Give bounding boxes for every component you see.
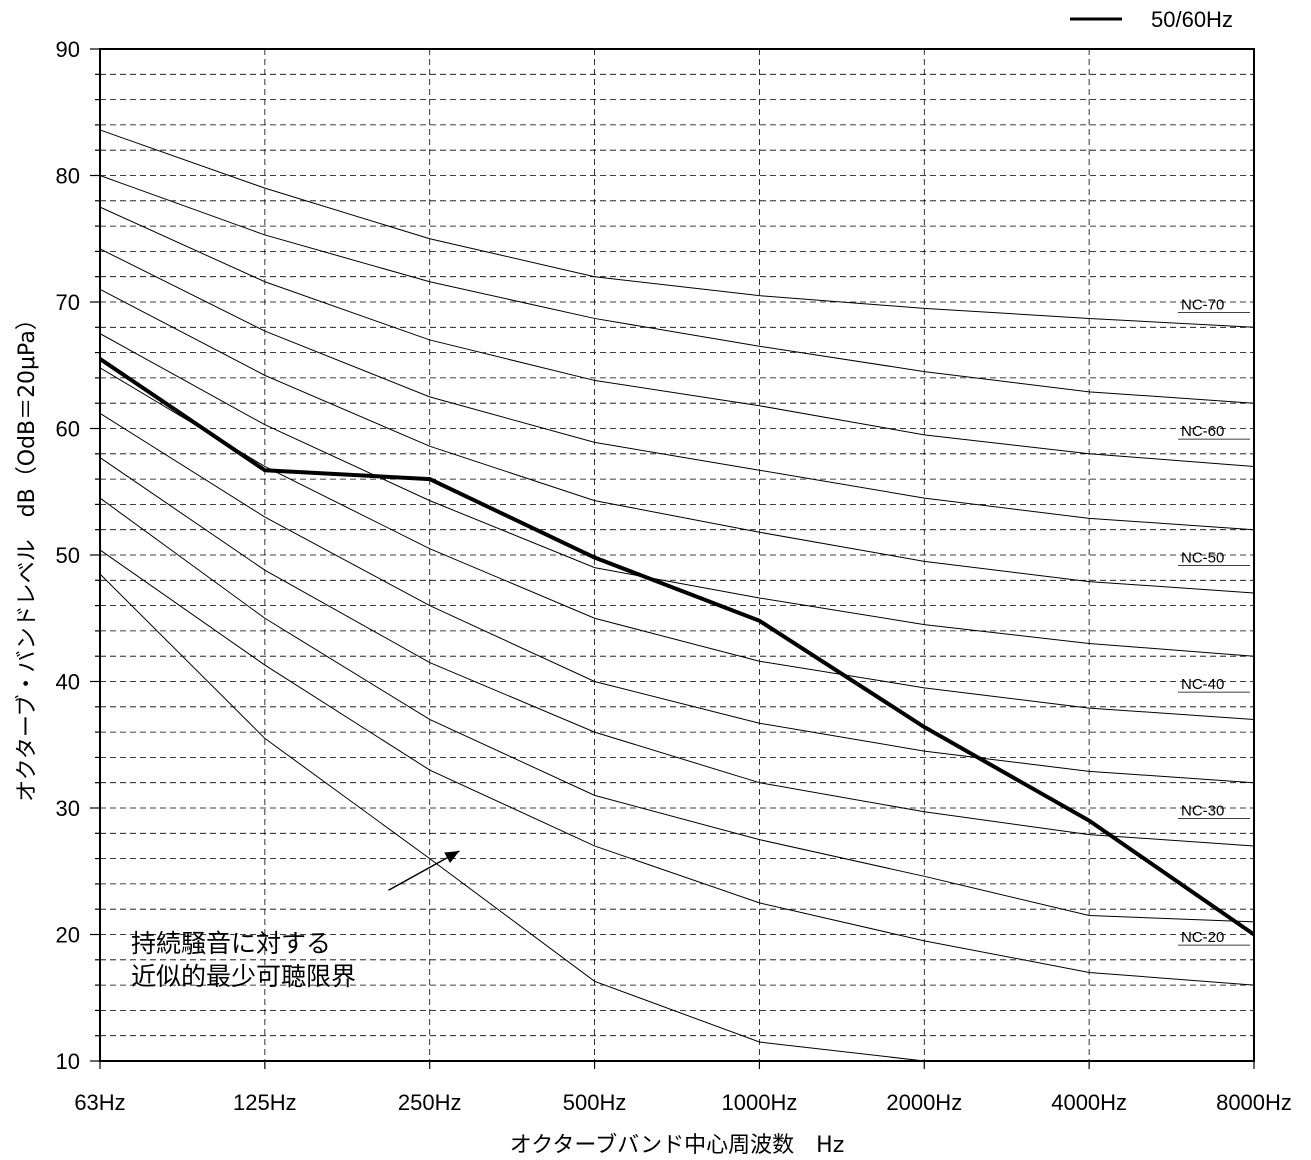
x-tick-label: 1000Hz (722, 1090, 798, 1115)
y-tick-label: 10 (56, 1049, 80, 1074)
y-tick-label: 40 (56, 670, 80, 695)
y-tick-label: 60 (56, 417, 80, 442)
nc-curve (99, 333, 1255, 657)
legend-label: 50/60Hz (1151, 7, 1233, 32)
nc-curve (99, 206, 1255, 467)
annotation-arrowhead (444, 851, 460, 864)
y-axis-label: オクターブ・バンドレベル dB（OdB＝20μPa） (15, 308, 40, 802)
x-axis-label: オクターブバンド中心周波数 Hz (510, 1133, 845, 1158)
x-tick-label: 8000Hz (1216, 1090, 1292, 1115)
annotation-line-2: 近似的最少可聴限界 (131, 962, 356, 991)
series-line (98, 357, 1256, 937)
x-tick-label: 500Hz (563, 1090, 627, 1115)
nc-curve (99, 288, 1255, 594)
nc-curve-label: NC-30 (1181, 803, 1224, 820)
nc-curve-label: NC-50 (1181, 550, 1224, 567)
y-tick-label: 20 (56, 923, 80, 948)
nc-curve (99, 367, 1255, 720)
nc-curve-label: NC-40 (1181, 676, 1224, 693)
data-series (98, 357, 1256, 937)
nc-curves (99, 129, 1255, 1062)
nc-curve (99, 573, 925, 1062)
nc-curve (99, 175, 1255, 404)
x-tick-label: 250Hz (398, 1090, 462, 1115)
y-tick-label: 50 (56, 543, 80, 568)
nc-curve (99, 497, 1255, 923)
nc-curve-label: NC-20 (1181, 929, 1224, 946)
grid (100, 49, 1254, 1061)
nc-curve-label: NC-60 (1181, 423, 1224, 440)
y-tick-label: 70 (56, 290, 80, 315)
legend: 50/60Hz (1070, 7, 1233, 32)
x-axis: 63Hz 125Hz 250Hz 500Hz 1000Hz 2000Hz 4000Hz 800… (74, 1061, 1292, 1115)
x-tick-label: 4000Hz (1051, 1090, 1127, 1115)
nc-curve-label: NC-70 (1181, 297, 1224, 314)
x-tick-label: 125Hz (233, 1090, 297, 1115)
nc-curve (99, 457, 1255, 847)
nc-labels: NC-70 NC-60 NC-50 NC-40 NC-30 NC-20 (1178, 297, 1250, 946)
nc-curve (99, 129, 1255, 328)
threshold-annotation: 持続騒音に対する 近似的最少可聴限界 (131, 850, 460, 991)
y-axis: 10 20 30 40 50 60 70 80 90 (56, 37, 100, 1074)
x-tick-label: 63Hz (74, 1090, 125, 1115)
nc-curve (99, 549, 1255, 986)
nc-curve (99, 248, 1255, 531)
y-tick-label: 80 (56, 164, 80, 189)
y-tick-label: 30 (56, 796, 80, 821)
x-tick-label: 2000Hz (886, 1090, 962, 1115)
y-tick-label: 90 (56, 37, 80, 62)
nc-curve (99, 412, 1255, 784)
annotation-line-1: 持続騒音に対する (131, 929, 331, 958)
